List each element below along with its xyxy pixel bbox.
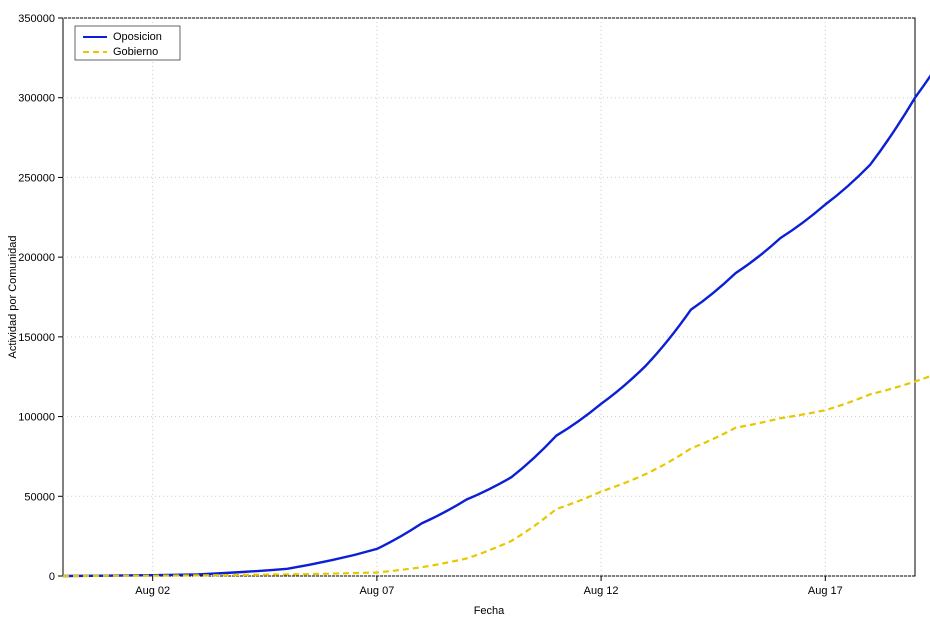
- y-tick-label: 250000: [18, 172, 55, 184]
- legend-label: Gobierno: [113, 46, 158, 58]
- x-axis-label: Fecha: [474, 605, 505, 617]
- x-tick-label: Aug 07: [359, 585, 394, 597]
- chart-svg: 0 50000 100000 150000 200000 250000 300000 3500…: [0, 0, 930, 637]
- y-tick-label: 350000: [18, 13, 55, 25]
- y-tick-label: 0: [49, 571, 55, 583]
- y-tick-label: 200000: [18, 252, 55, 264]
- line-chart: 0 50000 100000 150000 200000 250000 300000 3500…: [0, 0, 930, 637]
- y-tick-label: 100000: [18, 412, 55, 424]
- x-tick-label: Aug 17: [808, 585, 843, 597]
- y-tick-label: 150000: [18, 332, 55, 344]
- legend-label: Oposicion: [113, 31, 162, 43]
- y-tick-label: 50000: [24, 491, 55, 503]
- x-tick-label: Aug 12: [584, 585, 619, 597]
- x-tick-label: Aug 02: [135, 585, 170, 597]
- y-axis-label: Actividad por Comunidad: [7, 236, 19, 359]
- y-tick-label: 300000: [18, 93, 55, 105]
